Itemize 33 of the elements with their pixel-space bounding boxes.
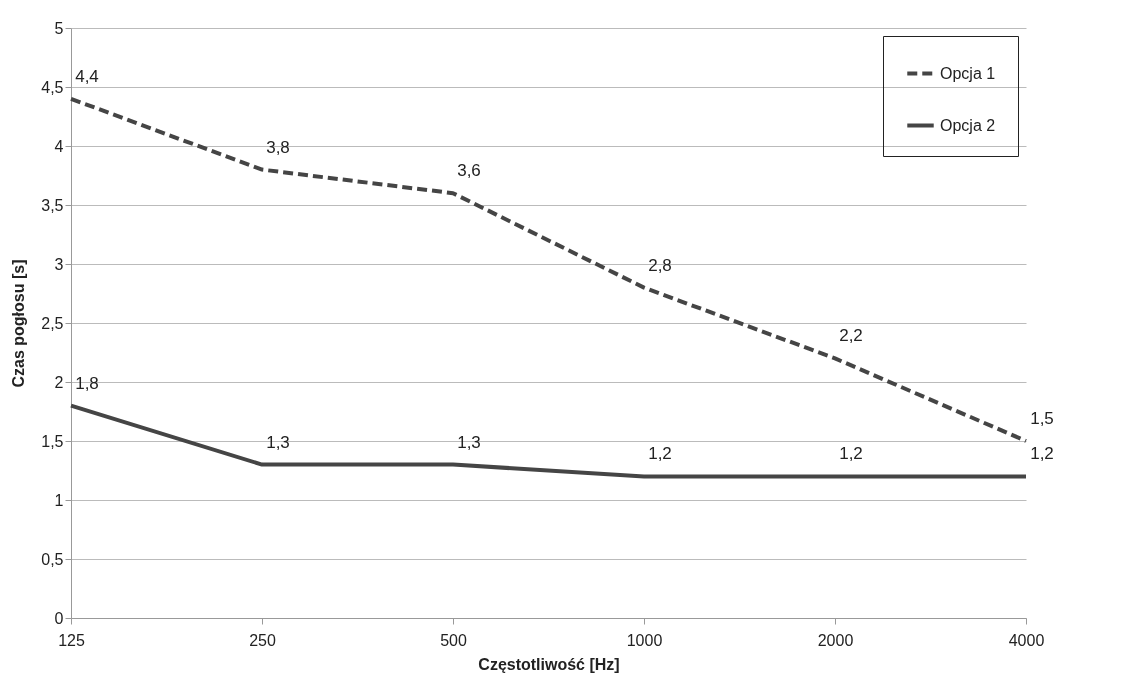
legend-label: Opcja 1: [940, 64, 996, 82]
data-label: 1,3: [457, 432, 481, 452]
data-label: 1,2: [648, 444, 672, 464]
x-tick-label: 125: [58, 631, 85, 649]
x-tick-label: 250: [249, 631, 276, 649]
data-label: 1,3: [266, 432, 290, 452]
x-tick-label: 2000: [817, 631, 854, 649]
x-tick-label: 4000: [1008, 631, 1045, 649]
y-tick-label: 0: [54, 609, 64, 627]
x-axis-title: Częstotliwość [Hz]: [478, 655, 620, 673]
y-tick-label: 5: [54, 19, 64, 37]
data-label: 1,2: [1030, 444, 1054, 464]
y-tick-label: 0,5: [41, 550, 64, 568]
data-label: 1,2: [839, 444, 863, 464]
y-tick-label: 3: [54, 255, 64, 273]
y-tick-label: 1,5: [41, 432, 64, 450]
y-tick-label: 4: [54, 137, 64, 155]
y-tick-label: 1: [54, 491, 64, 509]
y-axis-title: Czas pogłosu [s]: [10, 259, 28, 388]
y-tick-label: 2,5: [41, 314, 64, 332]
data-label: 1,5: [1030, 409, 1054, 428]
legend-label: Opcja 2: [940, 116, 996, 134]
data-label: 4,4: [75, 66, 99, 86]
x-tick-label: 500: [440, 631, 467, 649]
y-tick-label: 3,5: [41, 196, 64, 214]
x-tick-label: 1000: [626, 631, 663, 649]
data-label: 3,8: [266, 137, 290, 157]
data-label: 3,6: [457, 161, 481, 181]
y-tick-label: 4,5: [41, 78, 64, 96]
data-label: 2,8: [648, 255, 672, 275]
data-label: 2,2: [839, 326, 863, 346]
data-label: 1,8: [75, 373, 99, 393]
y-tick-label: 2: [54, 373, 64, 391]
